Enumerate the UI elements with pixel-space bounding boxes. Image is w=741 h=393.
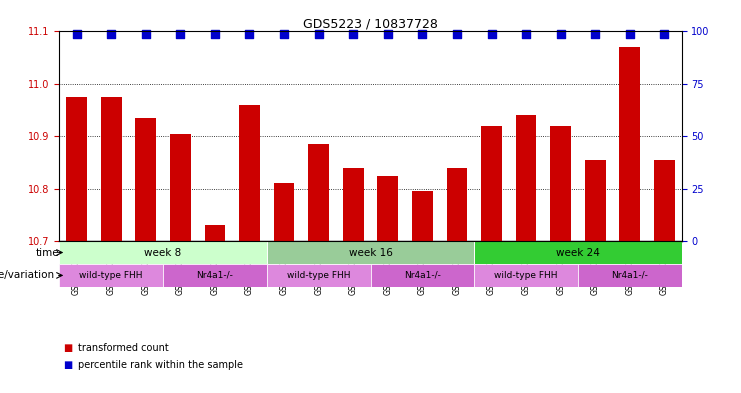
Point bbox=[140, 30, 152, 37]
Text: transformed count: transformed count bbox=[78, 343, 168, 353]
Point bbox=[244, 30, 256, 37]
FancyBboxPatch shape bbox=[474, 241, 682, 264]
Text: Nr4a1-/-: Nr4a1-/- bbox=[611, 271, 648, 280]
Text: ■: ■ bbox=[63, 343, 72, 353]
Point bbox=[589, 30, 601, 37]
Text: week 24: week 24 bbox=[556, 248, 600, 257]
Point bbox=[348, 30, 359, 37]
Point bbox=[659, 30, 671, 37]
Bar bbox=[551, 126, 571, 241]
Text: Nr4a1-/-: Nr4a1-/- bbox=[404, 271, 441, 280]
Point bbox=[174, 30, 186, 37]
Text: wild-type FHH: wild-type FHH bbox=[287, 271, 350, 280]
Bar bbox=[654, 160, 675, 241]
Text: week 16: week 16 bbox=[348, 248, 393, 257]
FancyBboxPatch shape bbox=[474, 264, 578, 287]
Text: wild-type FHH: wild-type FHH bbox=[494, 271, 558, 280]
Text: wild-type FHH: wild-type FHH bbox=[79, 271, 143, 280]
FancyBboxPatch shape bbox=[59, 241, 267, 264]
Bar bbox=[619, 47, 640, 241]
FancyBboxPatch shape bbox=[267, 241, 474, 264]
Bar bbox=[170, 134, 190, 241]
Text: time: time bbox=[36, 248, 59, 257]
Point bbox=[555, 30, 567, 37]
Point bbox=[624, 30, 636, 37]
Point bbox=[382, 30, 393, 37]
Bar bbox=[481, 126, 502, 241]
Point bbox=[105, 30, 117, 37]
FancyBboxPatch shape bbox=[59, 264, 163, 287]
Bar bbox=[516, 115, 536, 241]
Text: percentile rank within the sample: percentile rank within the sample bbox=[78, 360, 243, 371]
Text: week 8: week 8 bbox=[144, 248, 182, 257]
Title: GDS5223 / 10837728: GDS5223 / 10837728 bbox=[303, 17, 438, 30]
Point bbox=[451, 30, 463, 37]
Point bbox=[209, 30, 221, 37]
Bar bbox=[136, 118, 156, 241]
Text: ■: ■ bbox=[63, 360, 72, 371]
FancyBboxPatch shape bbox=[267, 264, 370, 287]
Point bbox=[485, 30, 497, 37]
Point bbox=[70, 30, 82, 37]
Point bbox=[520, 30, 532, 37]
Bar bbox=[447, 168, 468, 241]
Point bbox=[278, 30, 290, 37]
Bar bbox=[239, 105, 260, 241]
Bar bbox=[205, 225, 225, 241]
Bar bbox=[585, 160, 605, 241]
Point bbox=[313, 30, 325, 37]
Bar bbox=[273, 184, 294, 241]
Bar bbox=[412, 191, 433, 241]
FancyBboxPatch shape bbox=[163, 264, 267, 287]
Text: genotype/variation: genotype/variation bbox=[0, 270, 55, 281]
Bar bbox=[66, 97, 87, 241]
FancyBboxPatch shape bbox=[578, 264, 682, 287]
Text: Nr4a1-/-: Nr4a1-/- bbox=[196, 271, 233, 280]
Point bbox=[416, 30, 428, 37]
Bar bbox=[308, 144, 329, 241]
Bar bbox=[377, 176, 398, 241]
FancyBboxPatch shape bbox=[370, 264, 474, 287]
Bar bbox=[343, 168, 364, 241]
Bar bbox=[101, 97, 122, 241]
